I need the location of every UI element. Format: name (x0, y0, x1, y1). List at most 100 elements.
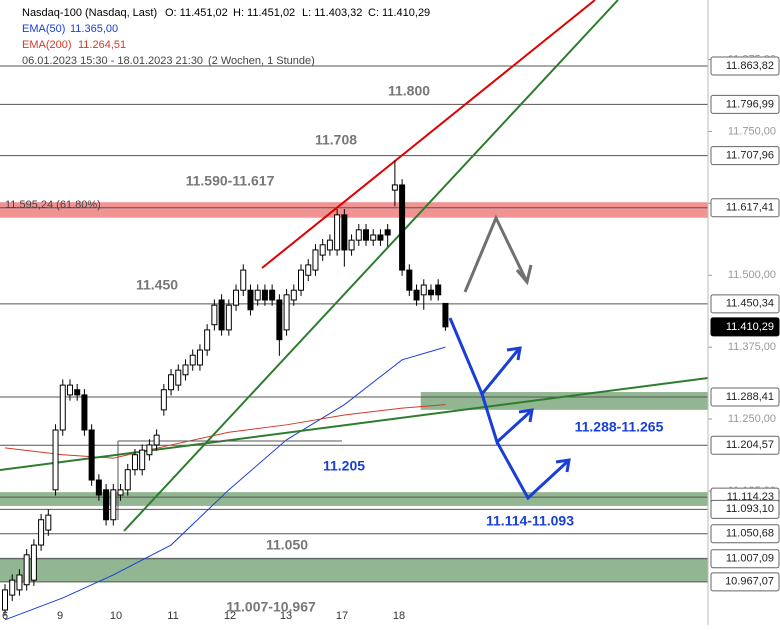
arrow-head (506, 346, 522, 361)
level-box (710, 499, 780, 519)
legend-ema200-value: 11.264,51 (78, 39, 126, 51)
level-label: 11.007,09 (726, 553, 774, 565)
candle-body (341, 214, 348, 251)
candle-body (326, 239, 333, 251)
candle-body (442, 302, 449, 328)
candle-body (312, 249, 319, 271)
y-tick-label: 11.750,00 (728, 125, 776, 137)
level-label: 11.707,96 (726, 150, 774, 162)
candle-body (384, 229, 391, 236)
arrow-head (515, 264, 533, 286)
candle-body (254, 289, 261, 301)
candle-body (261, 289, 268, 301)
candle-body (435, 284, 442, 296)
annotation: 11.007-10.967 (226, 599, 316, 615)
ohlc: L: 11.403,32 (302, 7, 362, 19)
candle-body (399, 184, 406, 271)
zone (420, 392, 708, 410)
x-tick-label: 13 (280, 610, 292, 622)
resolution: (2 Wochen, 1 Stunde) (208, 55, 315, 67)
ohlc: O: 11.451,02 (165, 7, 228, 19)
candle-body (233, 289, 240, 306)
level-label: 11.288,41 (726, 391, 774, 403)
candle-body (204, 329, 211, 351)
y-tick-label: 11.375,00 (728, 341, 776, 353)
annotation: 11.288-11.265 (575, 419, 664, 435)
candle-body (427, 289, 434, 296)
level-box (710, 549, 780, 569)
candle-body (16, 574, 23, 591)
legend-ema200: EMA(200) (22, 39, 72, 51)
zone (0, 557, 708, 582)
period: 06.01.2023 15:30 - 18.01.2023 21:30 (22, 55, 203, 67)
scenario-arrow (495, 441, 569, 501)
annotation: 11.050 (266, 537, 308, 553)
candle-body (175, 369, 182, 386)
candle-body (240, 269, 247, 291)
candle-body (182, 364, 189, 376)
candle-body (391, 184, 398, 191)
candle-body (211, 304, 218, 326)
ema50-line (4, 346, 446, 621)
candle-body (124, 469, 131, 491)
candle-body (370, 234, 377, 241)
candle-body (377, 234, 384, 241)
annotation: 11.708 (315, 132, 357, 148)
candle-body (23, 554, 30, 586)
level-label: 11.050,68 (726, 528, 774, 540)
scenario-arrow (463, 214, 529, 293)
annotation: 11.800 (388, 83, 430, 99)
x-tick-label: 11 (167, 610, 178, 622)
candle-body (196, 349, 203, 366)
candle-body (413, 289, 420, 301)
candle-body (38, 519, 45, 546)
candle-body (247, 289, 254, 311)
candle-body (131, 454, 138, 471)
candle-body (305, 264, 312, 276)
x-tick-label: 10 (110, 610, 122, 622)
ohlc: C: 11.410,29 (368, 7, 430, 19)
candle-body (45, 514, 52, 531)
candle-body (334, 214, 341, 251)
annotation: 11.114-11.093 (486, 513, 574, 529)
trendline (261, 0, 596, 269)
candle-body (269, 289, 276, 301)
level-box (710, 94, 780, 114)
level-label: 11.796,99 (726, 98, 774, 110)
level-box (710, 572, 780, 592)
candle-body (66, 384, 73, 396)
annotation: 11.450 (136, 277, 178, 293)
candle-body (168, 374, 175, 391)
level-label: 11.204,57 (726, 439, 774, 451)
level-label: 10.967,07 (725, 576, 774, 588)
x-tick-label: 18 (393, 610, 405, 622)
y-tick-label: 11.250,00 (728, 413, 776, 425)
candle-body (88, 429, 95, 481)
candle-body (103, 489, 110, 521)
candle-body (30, 544, 37, 581)
candle-body (9, 579, 16, 596)
ema200-line (4, 404, 446, 459)
scenario-arrow (448, 317, 520, 397)
candle-body (319, 244, 326, 256)
level-box (710, 317, 780, 337)
level-box (710, 146, 780, 166)
annotation: 11.205 (323, 458, 365, 474)
fib-label: 11.595,24 (61.80%) (5, 199, 101, 211)
trendline (123, 0, 619, 532)
candle-body (139, 449, 146, 471)
candle-body (225, 304, 232, 331)
candle-body (59, 384, 66, 431)
candle-body (406, 269, 413, 291)
candle-body (110, 489, 117, 521)
level-box (710, 524, 780, 544)
legend-title: Nasdaq-100 (Nasdaq, Last) (22, 7, 157, 19)
candle-body (117, 489, 124, 496)
candle-body (298, 269, 305, 291)
candle-body (363, 229, 369, 241)
candle-body (189, 354, 196, 366)
y-tick-label: 11.500,00 (728, 269, 776, 281)
candle-body (420, 284, 427, 296)
arrow-head (518, 408, 534, 423)
